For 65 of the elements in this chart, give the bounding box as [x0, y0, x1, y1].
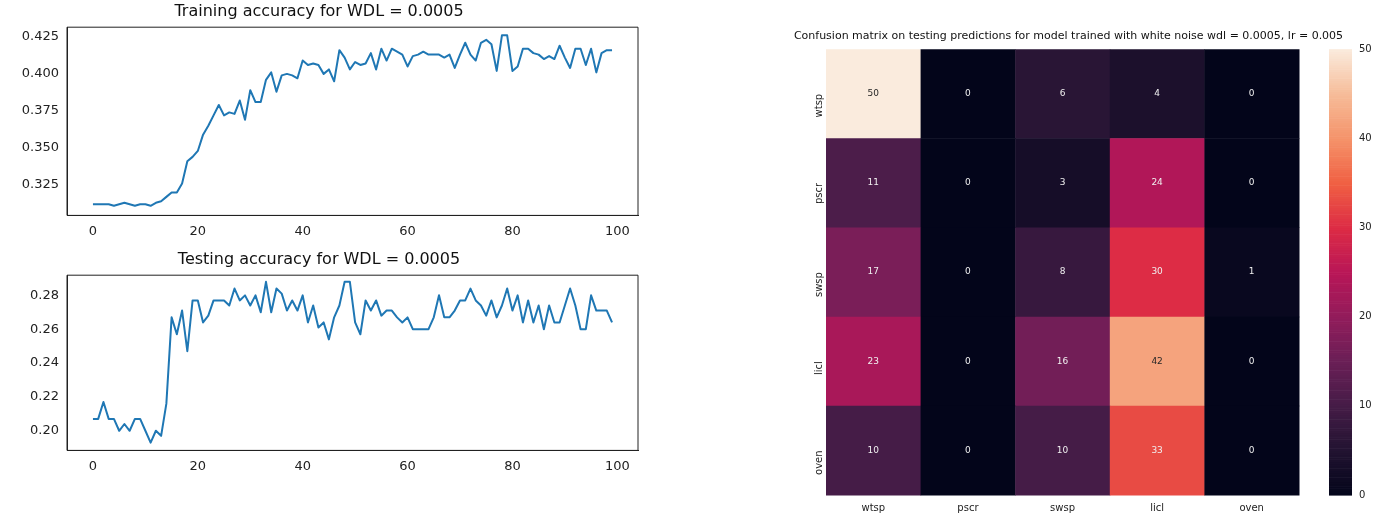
x-tick-label: 60 [399, 222, 416, 238]
data-label: 0 [965, 177, 972, 188]
data-label: 17 [867, 266, 880, 277]
y-tick-label: 0.26 [30, 320, 59, 336]
color-bar-label: 10 [1359, 399, 1372, 411]
x-tick-label: swsp [1050, 501, 1075, 513]
color-bar-label: 20 [1359, 310, 1372, 322]
y-tick-label: 0.22 [30, 388, 59, 404]
data-label: 11 [867, 177, 880, 188]
data-label: 8 [1059, 266, 1066, 277]
y-tick-label: 0.24 [30, 354, 59, 370]
data-label: 0 [965, 444, 972, 455]
color-bar-label: 40 [1359, 131, 1372, 143]
x-tick-label: oven [1239, 501, 1264, 513]
data-label: 0 [1248, 444, 1255, 455]
y-tick-label: 0.350 [21, 139, 59, 155]
data-label: 30 [1151, 266, 1164, 277]
x-tick-label: 20 [189, 222, 207, 238]
data-label: 3 [1059, 177, 1066, 188]
y-tick-label: 0.375 [21, 102, 59, 118]
color-bar-label: 50 [1359, 42, 1372, 54]
data-label: 23 [867, 355, 880, 366]
x-tick-label: wtsp [861, 501, 886, 513]
data-label: 0 [965, 266, 972, 277]
data-label: 0 [965, 355, 972, 366]
x-tick-label: 40 [294, 222, 311, 238]
x-tick-label: 100 [604, 457, 630, 473]
y-tick-label: 0.20 [30, 422, 59, 438]
data-label: 4 [1154, 88, 1161, 99]
data-label: 16 [1056, 355, 1069, 366]
y-tick-label: 0.28 [30, 286, 59, 302]
chart-title: Training accuracy for WDL = 0.0005 [173, 0, 464, 20]
x-tick-label: 100 [604, 222, 630, 238]
data-label: 50 [867, 88, 880, 99]
y-tick-label: 0.425 [21, 28, 59, 44]
data-label: 10 [867, 444, 880, 455]
data-label: 10 [1056, 444, 1069, 455]
data-label: 0 [965, 88, 972, 99]
x-tick-label: 0 [88, 222, 98, 238]
color-bar-label: 30 [1359, 221, 1372, 233]
data-label: 1 [1248, 266, 1255, 277]
data-label: 33 [1151, 444, 1163, 455]
x-tick-label: 80 [504, 222, 521, 238]
y-tick-label: 0.325 [21, 176, 59, 192]
x-tick-label: pscr [957, 501, 980, 513]
x-tick-label: 60 [399, 457, 416, 473]
chart-title: Testing accuracy for WDL = 0.0005 [176, 248, 461, 268]
data-label: 0 [1248, 355, 1255, 366]
x-tick-label: 80 [504, 457, 521, 473]
y-tick-label: pscr [812, 182, 824, 205]
data-label: 6 [1059, 88, 1066, 99]
data-label: 0 [1248, 177, 1255, 188]
y-tick-label: wtsp [812, 93, 824, 118]
chart-title: Confusion matrix on testing predictions for model trained with white noise wdl = 0.0005, lr = 0.005 [793, 29, 1344, 43]
data-label: 42 [1151, 355, 1163, 366]
y-tick-label: swsp [812, 272, 824, 298]
x-tick-label: licl [1150, 501, 1165, 513]
x-tick-label: 20 [189, 457, 207, 473]
data-label: 24 [1151, 177, 1164, 188]
y-tick-label: 0.400 [21, 65, 59, 81]
x-tick-label: 0 [88, 457, 98, 473]
y-tick-label: licl [812, 361, 824, 376]
color-bar-label: 0 [1359, 488, 1366, 500]
x-tick-label: 40 [294, 457, 311, 473]
data-label: 0 [1248, 88, 1255, 99]
